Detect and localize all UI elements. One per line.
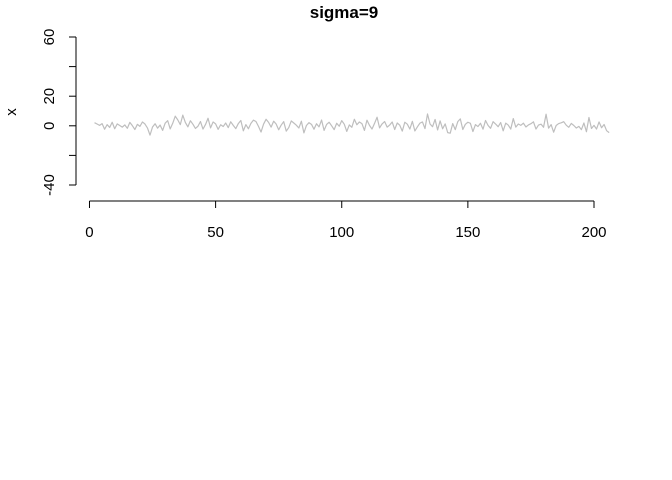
series-line (94, 113, 610, 136)
x-tick-label: 200 (581, 224, 606, 241)
x-tick-label: 150 (455, 224, 480, 241)
axes: 0 50 100 150 200 -40 0 20 60 (41, 29, 607, 241)
x-tick-label: 0 (85, 224, 93, 241)
chart-title: sigma=9 (310, 3, 379, 22)
y-axis-label: x (3, 108, 20, 116)
y-tick-label: -40 (41, 174, 58, 196)
x-tick-label: 50 (207, 224, 224, 241)
y-tick-label: 20 (41, 88, 58, 105)
series-group (94, 113, 610, 136)
y-tick-label: 0 (41, 122, 58, 130)
x-tick-label: 100 (329, 224, 354, 241)
y-tick-label: 60 (41, 29, 58, 46)
